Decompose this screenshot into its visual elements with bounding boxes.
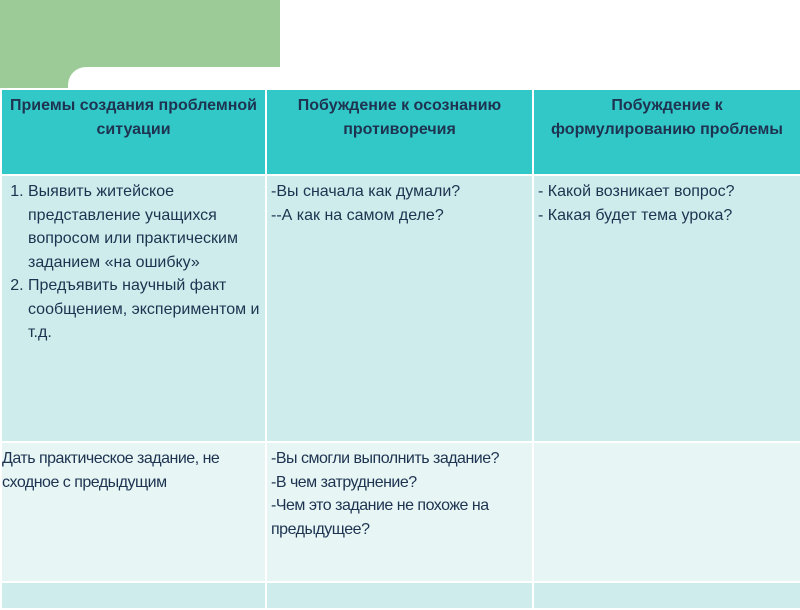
empty-cell — [265, 581, 534, 610]
list-item: Предъявить научный факт сообщением, эксп… — [28, 274, 261, 345]
empty-cell — [0, 581, 267, 610]
cell-techniques: Дать практическое задание, не сходное с … — [0, 441, 267, 583]
question-line: -Вы сначала как думали? — [271, 183, 461, 200]
question-line: -Чем это задание не похоже на предыдущее… — [271, 497, 489, 538]
table-row — [0, 581, 800, 610]
methods-table: Приемы создания проблемной ситуации Побу… — [0, 88, 800, 610]
question-line: - Какой возникает вопрос? — [538, 183, 735, 200]
header-row: Приемы создания проблемной ситуации Побу… — [0, 88, 800, 176]
cell-problem — [532, 441, 800, 583]
cell-contradiction: -Вы смогли выполнить задание? -В чем зат… — [265, 441, 534, 583]
question-line: -Вы смогли выполнить задание? — [271, 450, 500, 467]
header-problem: Побуждение к формулированию проблемы — [532, 88, 800, 176]
cell-problem: - Какой возникает вопрос? - Какая будет … — [532, 174, 800, 443]
header-contradiction: Побуждение к осознанию противоречия — [265, 88, 534, 176]
table-row: Дать практическое задание, не сходное с … — [0, 441, 800, 583]
question-line: --А как на самом деле? — [271, 206, 444, 224]
header-techniques: Приемы создания проблемной ситуации — [0, 88, 267, 176]
list-item: Выявить житейское представление учащихся… — [28, 180, 261, 274]
table-row: Выявить житейское представление учащихся… — [0, 174, 800, 443]
question-line: - Какая будет тема урока? — [538, 206, 733, 224]
cell-contradiction: -Вы сначала как думали? --А как на самом… — [265, 174, 534, 443]
cell-techniques: Выявить житейское представление учащихся… — [0, 174, 267, 443]
question-line: -В чем затруднение? — [271, 473, 417, 491]
empty-cell — [532, 581, 800, 610]
